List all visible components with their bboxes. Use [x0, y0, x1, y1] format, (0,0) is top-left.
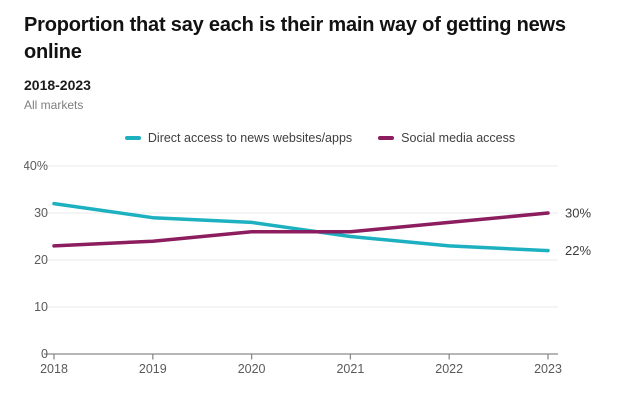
legend-label-social-media: Social media access	[401, 131, 516, 145]
x-axis-label: 2018	[40, 362, 68, 376]
legend-label-direct-access: Direct access to news websites/apps	[147, 131, 353, 145]
y-axis-label: 30	[34, 206, 48, 220]
chart-subtitle: 2018-2023	[24, 77, 91, 93]
series-end-label: 30%	[565, 206, 591, 221]
chart-title: Proportion that say each is their main w…	[24, 14, 566, 63]
x-axis-label: 2022	[435, 362, 463, 376]
x-axis-label: 2020	[238, 362, 266, 376]
series-end-label: 22%	[565, 243, 591, 258]
legend-item-direct-access: Direct access to news websites/apps	[124, 131, 353, 145]
legend-swatch-social-media-icon	[378, 136, 395, 140]
y-axis-label: 40%	[24, 159, 48, 173]
x-axis-label: 2023	[534, 362, 562, 376]
legend: Direct access to news websites/apps Soci…	[24, 131, 616, 145]
x-axis-label: 2021	[336, 362, 364, 376]
series-line	[52, 211, 550, 248]
legend-swatch-direct-access-icon	[124, 136, 141, 140]
x-axis-label: 2019	[139, 362, 167, 376]
y-axis-label: 20	[34, 253, 48, 267]
series-line	[52, 201, 550, 253]
y-axis-label: 10	[34, 300, 48, 314]
y-axis-label: 0	[41, 347, 48, 361]
legend-item-social-media: Social media access	[378, 131, 515, 145]
market-note: All markets	[24, 98, 84, 112]
chart-card: Proportion that say each is their main w…	[24, 14, 616, 376]
